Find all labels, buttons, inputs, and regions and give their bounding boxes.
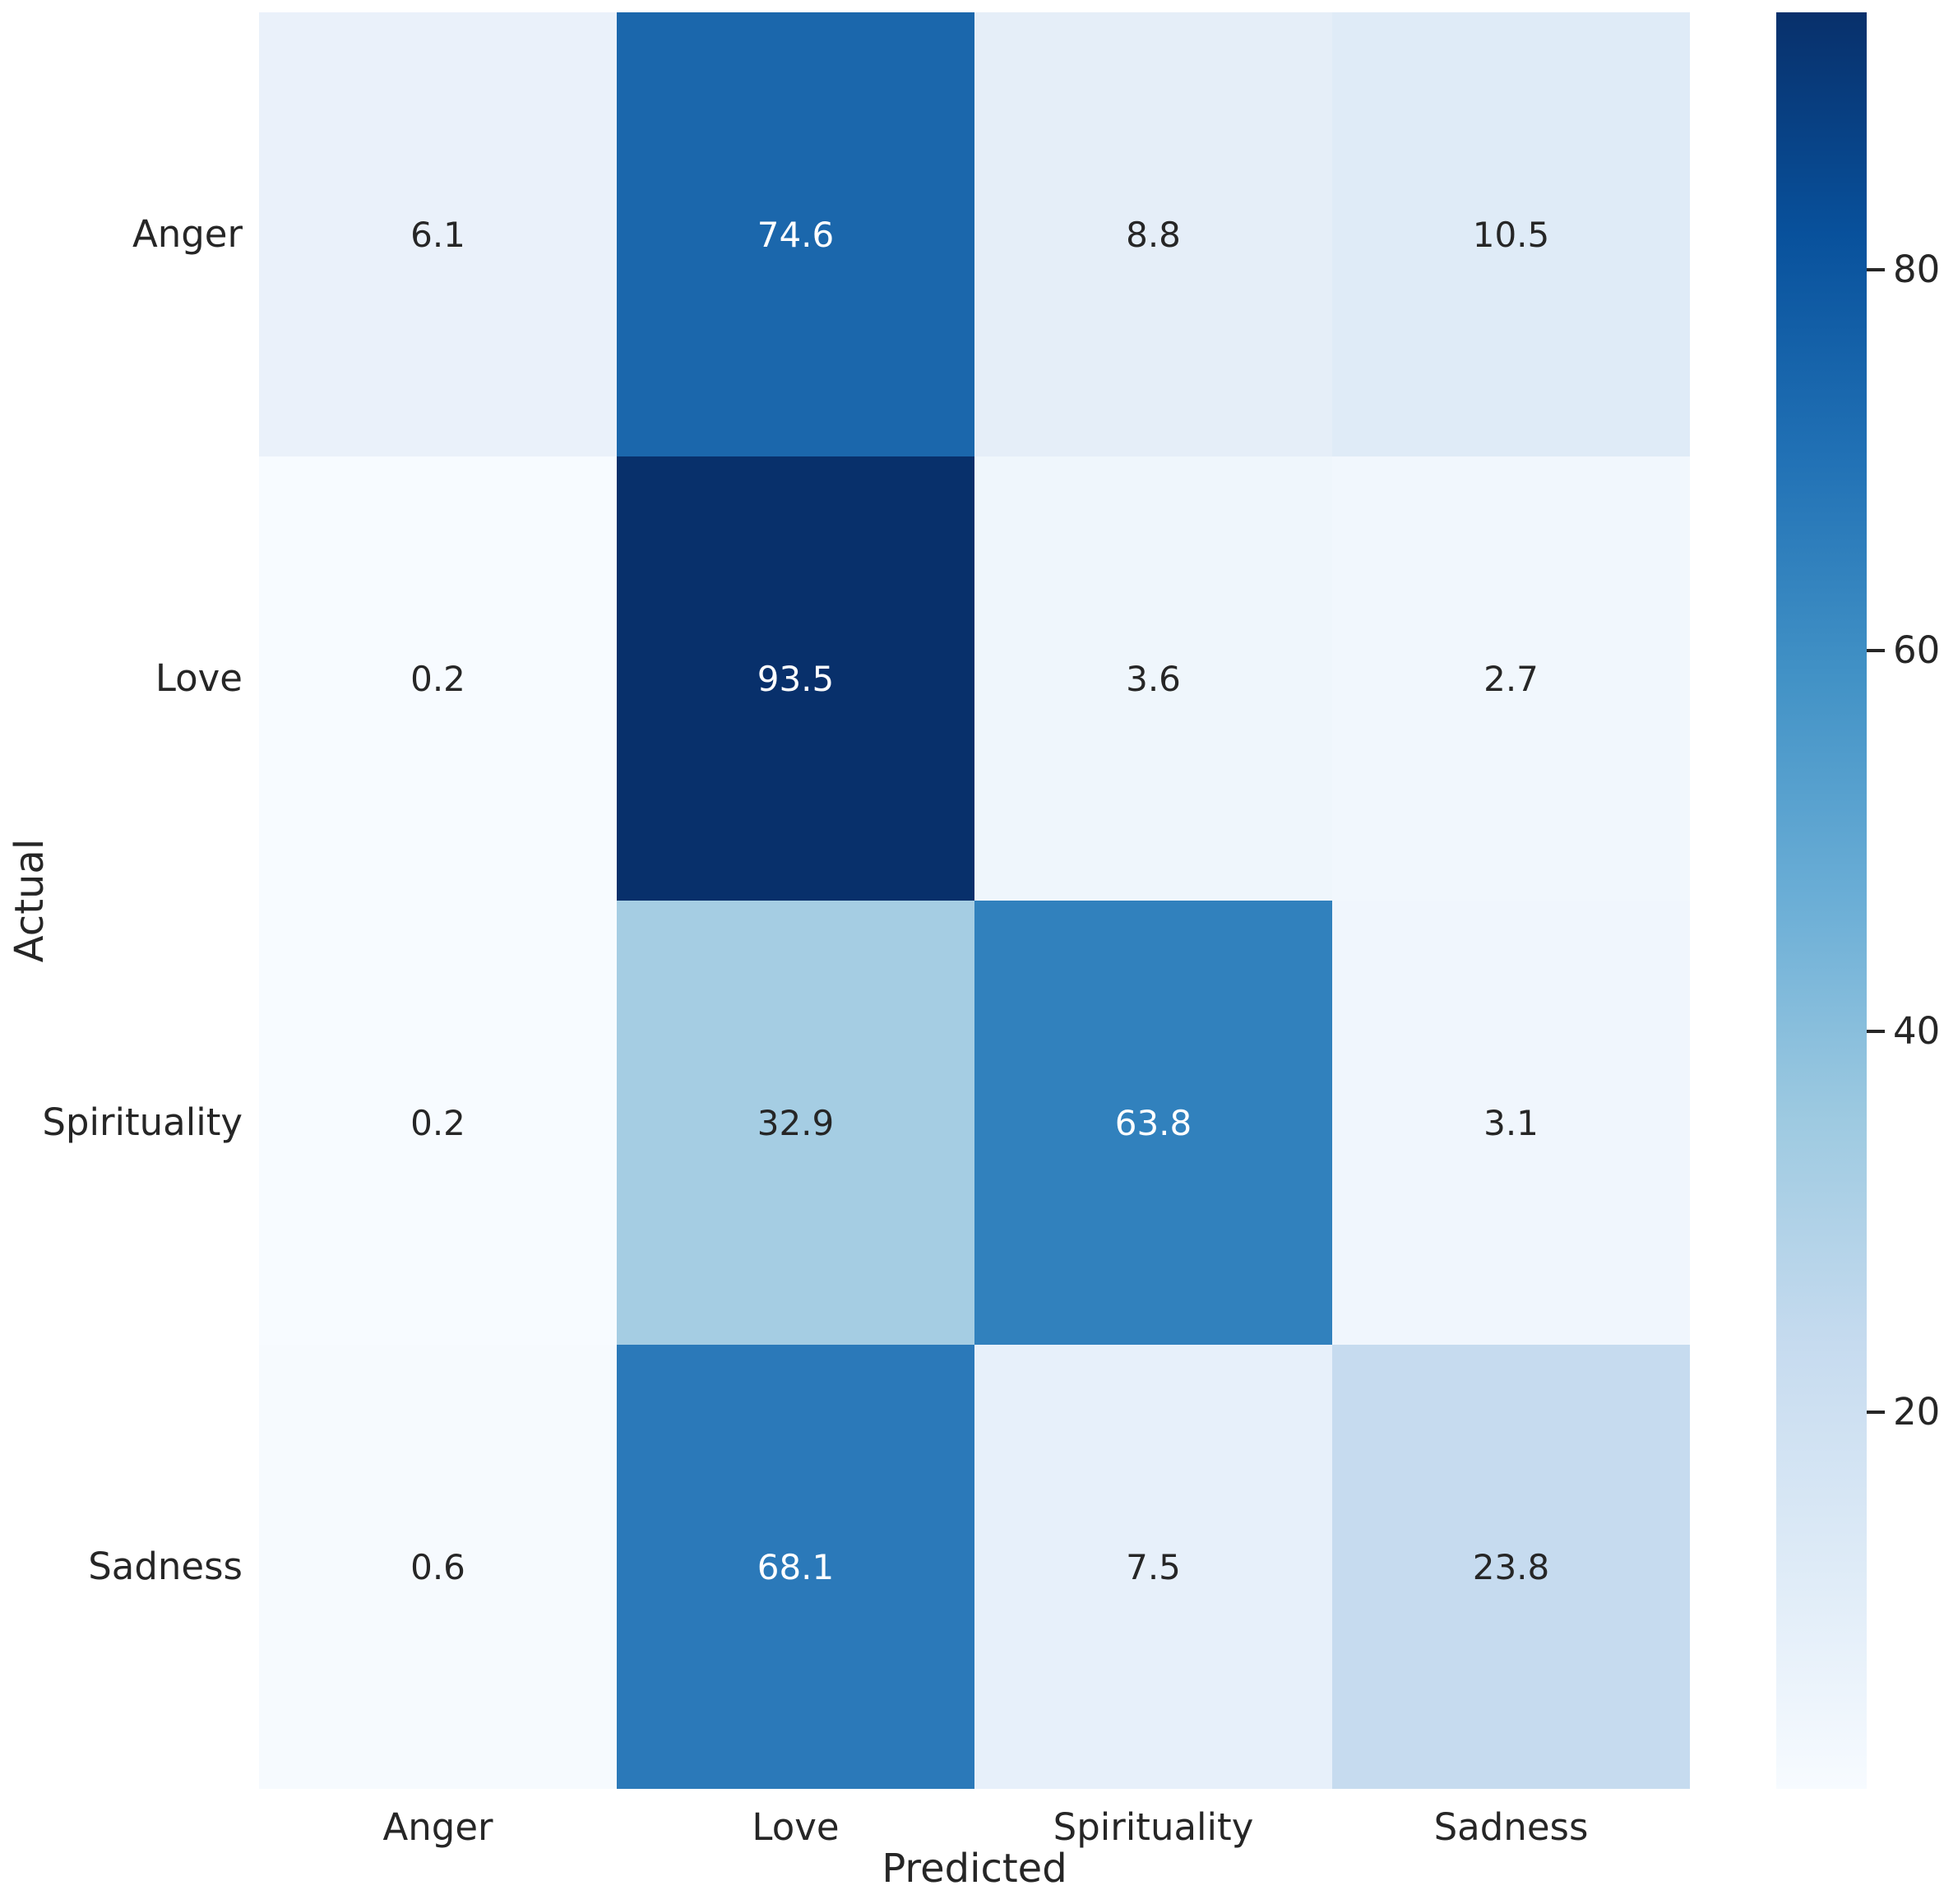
y-tick-sadness: Sadness <box>88 1545 243 1588</box>
x-tick-sadness: Sadness <box>1433 1805 1589 1849</box>
x-tick-love: Love <box>752 1805 840 1849</box>
y-axis-title: Actual <box>7 838 53 963</box>
heatmap-grid: 6.1 74.6 8.8 10.5 0.2 93.5 3.6 2.7 0.2 32.9 63.8 3.… <box>259 12 1690 1789</box>
heatmap-cell-anger-sadness: 10.5 <box>1332 12 1690 456</box>
x-tick-spirituality: Spirituality <box>1053 1805 1254 1849</box>
y-tick-love: Love <box>155 656 243 700</box>
colorbar-tick-mark-20 <box>1867 1410 1885 1414</box>
heatmap-cell-sadness-anger: 0.6 <box>259 1345 617 1789</box>
colorbar-tick-mark-80 <box>1867 267 1885 271</box>
x-axis-title: Predicted <box>882 1846 1067 1892</box>
colorbar-tick-label-40: 40 <box>1893 1008 1941 1053</box>
heatmap-cell-spirituality-anger: 0.2 <box>259 901 617 1345</box>
colorbar-tick-mark-60 <box>1867 648 1885 652</box>
heatmap-cell-love-sadness: 2.7 <box>1332 456 1690 901</box>
heatmap-cell-spirituality-spirituality: 63.8 <box>974 901 1332 1345</box>
colorbar-gradient <box>1776 12 1867 1789</box>
x-tick-anger: Anger <box>382 1805 493 1849</box>
y-tick-spirituality: Spirituality <box>42 1100 243 1144</box>
heatmap-cell-sadness-spirituality: 7.5 <box>974 1345 1332 1789</box>
heatmap-cell-sadness-love: 68.1 <box>617 1345 974 1789</box>
heatmap-cell-anger-anger: 6.1 <box>259 12 617 456</box>
heatmap-cell-sadness-sadness: 23.8 <box>1332 1345 1690 1789</box>
colorbar-tick-label-80: 80 <box>1893 247 1941 291</box>
heatmap-cell-love-love: 93.5 <box>617 456 974 901</box>
colorbar-tick-label-60: 60 <box>1893 628 1941 672</box>
heatmap-cell-spirituality-sadness: 3.1 <box>1332 901 1690 1345</box>
colorbar-tick-mark-40 <box>1867 1029 1885 1033</box>
heatmap-cell-anger-spirituality: 8.8 <box>974 12 1332 456</box>
heatmap-cell-spirituality-love: 32.9 <box>617 901 974 1345</box>
heatmap-cell-anger-love: 74.6 <box>617 12 974 456</box>
heatmap-cell-love-anger: 0.2 <box>259 456 617 901</box>
y-tick-anger: Anger <box>132 212 243 256</box>
colorbar-tick-label-20: 20 <box>1893 1389 1941 1434</box>
colorbar <box>1776 12 1867 1789</box>
heatmap-cell-love-spirituality: 3.6 <box>974 456 1332 901</box>
